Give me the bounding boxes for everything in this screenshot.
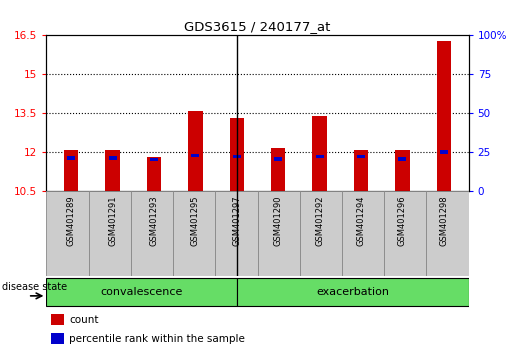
Bar xyxy=(109,156,116,160)
Bar xyxy=(354,150,368,191)
Bar xyxy=(274,157,282,161)
Text: GSM401290: GSM401290 xyxy=(273,195,283,246)
Bar xyxy=(300,191,342,276)
Text: GSM401294: GSM401294 xyxy=(356,195,366,246)
Text: count: count xyxy=(69,315,99,325)
Text: GSM401295: GSM401295 xyxy=(191,195,200,246)
Bar xyxy=(233,155,241,159)
Bar xyxy=(215,191,258,276)
Text: GSM401291: GSM401291 xyxy=(108,195,117,246)
Bar xyxy=(230,119,244,191)
Text: disease state: disease state xyxy=(3,282,67,292)
Bar xyxy=(46,191,89,276)
Bar xyxy=(271,148,285,191)
Text: GSM401298: GSM401298 xyxy=(439,195,449,246)
Bar xyxy=(64,150,78,191)
Bar xyxy=(150,158,158,161)
Bar xyxy=(67,156,75,160)
Bar xyxy=(147,158,161,191)
Bar xyxy=(237,278,469,306)
Bar xyxy=(440,150,448,154)
Bar xyxy=(89,191,131,276)
Text: GSM401289: GSM401289 xyxy=(66,195,76,246)
Bar xyxy=(384,191,426,276)
Bar xyxy=(52,314,64,325)
Bar xyxy=(188,111,202,191)
Bar xyxy=(258,191,300,276)
Bar xyxy=(395,150,409,191)
Bar xyxy=(426,191,469,276)
Bar xyxy=(46,278,237,306)
Bar xyxy=(52,333,64,344)
Text: exacerbation: exacerbation xyxy=(316,287,389,297)
Bar xyxy=(173,191,215,276)
Text: GSM401292: GSM401292 xyxy=(315,195,324,246)
Text: convalescence: convalescence xyxy=(100,287,183,297)
Text: GSM401296: GSM401296 xyxy=(398,195,407,246)
Bar xyxy=(106,150,120,191)
Title: GDS3615 / 240177_at: GDS3615 / 240177_at xyxy=(184,20,331,33)
Text: GSM401297: GSM401297 xyxy=(232,195,242,246)
Bar xyxy=(437,41,451,191)
Bar xyxy=(313,116,327,191)
Bar xyxy=(357,155,365,159)
Bar xyxy=(131,191,173,276)
Bar xyxy=(342,191,384,276)
Text: percentile rank within the sample: percentile rank within the sample xyxy=(69,334,245,344)
Text: GSM401293: GSM401293 xyxy=(149,195,159,246)
Bar xyxy=(399,157,406,161)
Bar xyxy=(316,155,323,159)
Bar xyxy=(192,154,199,157)
